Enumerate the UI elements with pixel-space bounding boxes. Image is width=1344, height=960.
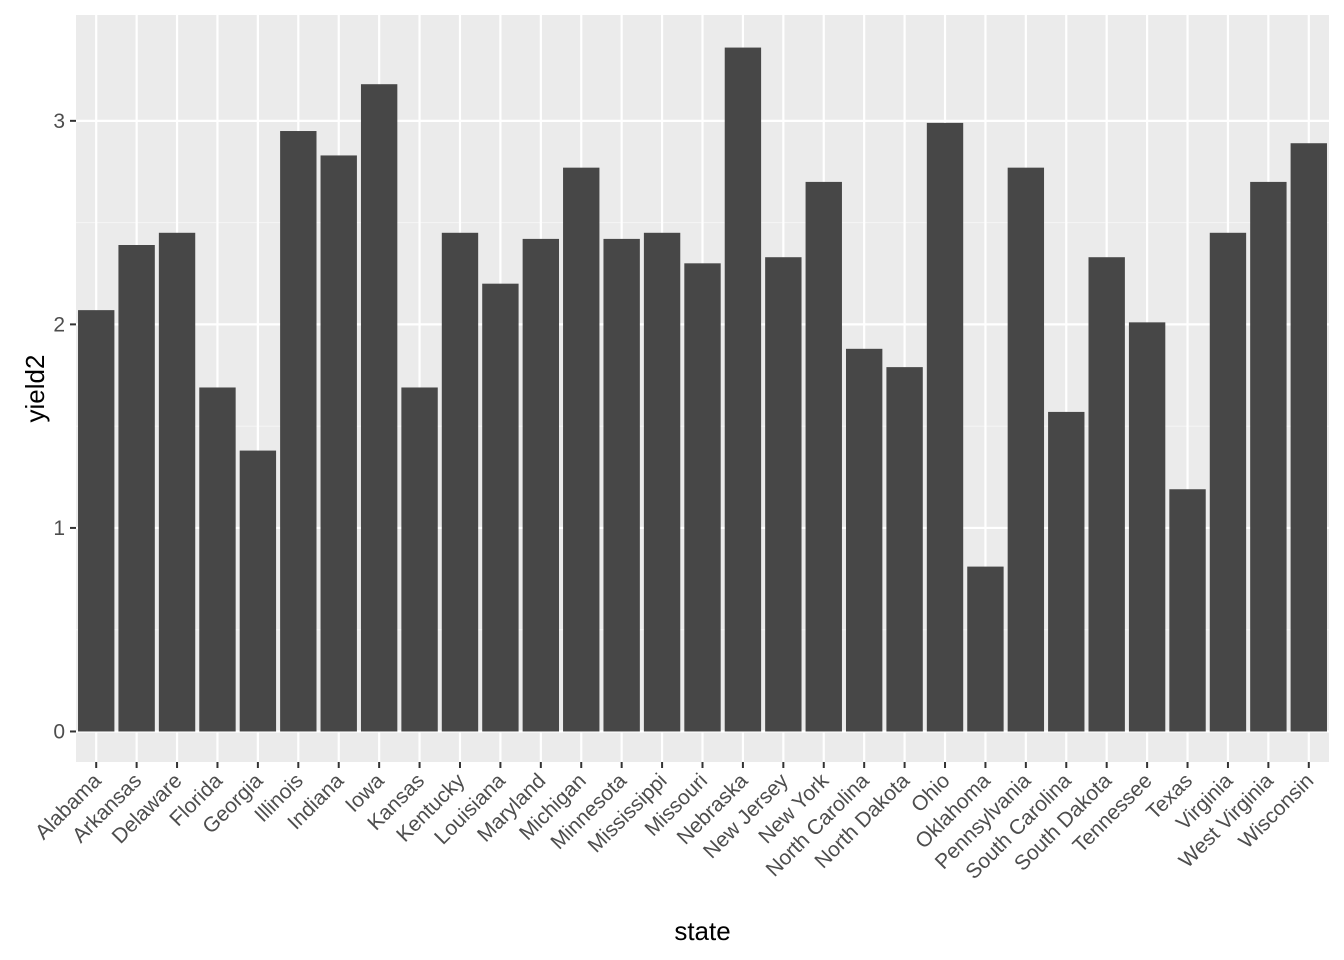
bar <box>522 238 560 732</box>
bar <box>1290 143 1327 732</box>
bar <box>441 232 479 732</box>
bar <box>118 245 155 732</box>
bar <box>886 367 923 732</box>
bar <box>1128 322 1166 732</box>
bar <box>724 47 762 732</box>
y-tick-label: 1 <box>53 517 65 540</box>
bar <box>1007 167 1045 732</box>
bar <box>320 155 357 732</box>
bar <box>684 263 721 732</box>
bar <box>280 131 317 732</box>
bar <box>1048 411 1085 732</box>
bar <box>967 566 1004 732</box>
y-tick-label: 0 <box>53 720 65 743</box>
bar <box>401 387 438 732</box>
y-axis: 0 1 2 3 <box>53 110 76 743</box>
y-tick-label: 2 <box>53 313 65 336</box>
bar <box>805 181 842 732</box>
bar <box>199 387 236 732</box>
bar <box>1209 232 1247 732</box>
x-axis: AlabamaArkansasDelawareFloridaGeorgiaIll… <box>31 762 1318 884</box>
bar <box>239 450 277 732</box>
bar <box>845 348 883 732</box>
bar <box>1169 489 1206 732</box>
bar <box>1250 181 1287 732</box>
x-axis-title: state <box>674 916 730 946</box>
bar <box>603 238 640 732</box>
bar <box>482 283 519 732</box>
bars <box>78 47 1327 732</box>
bar <box>78 310 115 732</box>
bar <box>926 122 964 732</box>
bar <box>643 232 681 732</box>
bar <box>360 84 398 732</box>
bar <box>1088 257 1125 732</box>
bar <box>563 167 600 732</box>
y-tick-label: 3 <box>53 110 65 133</box>
bar <box>765 257 802 732</box>
bar <box>158 232 196 732</box>
y-axis-title: yield2 <box>20 355 50 423</box>
